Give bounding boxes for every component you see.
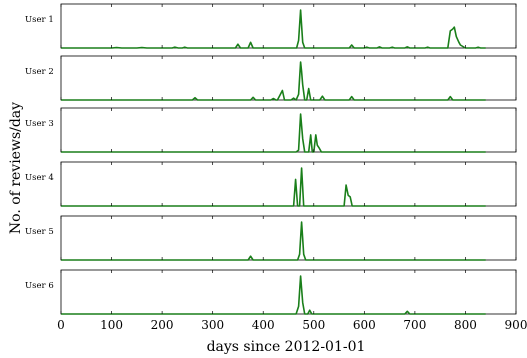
panel-frame <box>60 161 517 207</box>
x-tick-label: 800 <box>454 318 477 332</box>
x-tick-label: 200 <box>151 318 174 332</box>
series-line-user-2 <box>61 61 486 101</box>
series-label: User 6 <box>25 281 54 291</box>
y-axis-label: No. of reviews/day <box>8 102 24 234</box>
x-tick-label: 300 <box>201 318 224 332</box>
series-label: User 1 <box>25 15 54 25</box>
series-line-user-3 <box>61 113 486 153</box>
panel-user-5: User 5 <box>25 215 517 261</box>
panel-user-6: User 6 <box>25 269 517 315</box>
series-line-user-1 <box>61 9 486 49</box>
x-tick-label: 100 <box>100 318 123 332</box>
panel-frame <box>60 55 517 101</box>
series-line-user-4 <box>61 167 486 207</box>
panel-frame <box>60 3 517 49</box>
series-label: User 3 <box>25 119 54 129</box>
x-tick-label: 0 <box>57 318 65 332</box>
series-label: User 5 <box>25 227 54 237</box>
series-line-user-5 <box>61 221 486 261</box>
x-axis: 0 100 200 300 400 500 600 700 800 900 <box>57 318 527 332</box>
series-line-user-6 <box>61 275 486 315</box>
series-label: User 4 <box>25 173 54 183</box>
panel-user-3: User 3 <box>25 107 517 153</box>
x-tick-label: 600 <box>353 318 376 332</box>
x-tick-label: 500 <box>302 318 325 332</box>
panel-user-1: User 1 <box>25 3 517 49</box>
panel-frame <box>60 107 517 153</box>
chart-panels: User 1 User 2 User 3 User 4 User 5 User 6 <box>25 3 517 315</box>
x-tick-label: 900 <box>505 318 527 332</box>
x-tick-label: 700 <box>403 318 426 332</box>
panel-frame <box>60 269 517 315</box>
x-axis-label: days since 2012-01-01 <box>207 339 366 355</box>
x-tick-label: 400 <box>252 318 275 332</box>
panel-user-4: User 4 <box>25 161 517 207</box>
panel-frame <box>60 215 517 261</box>
panel-user-2: User 2 <box>25 55 517 101</box>
series-label: User 2 <box>25 67 54 77</box>
